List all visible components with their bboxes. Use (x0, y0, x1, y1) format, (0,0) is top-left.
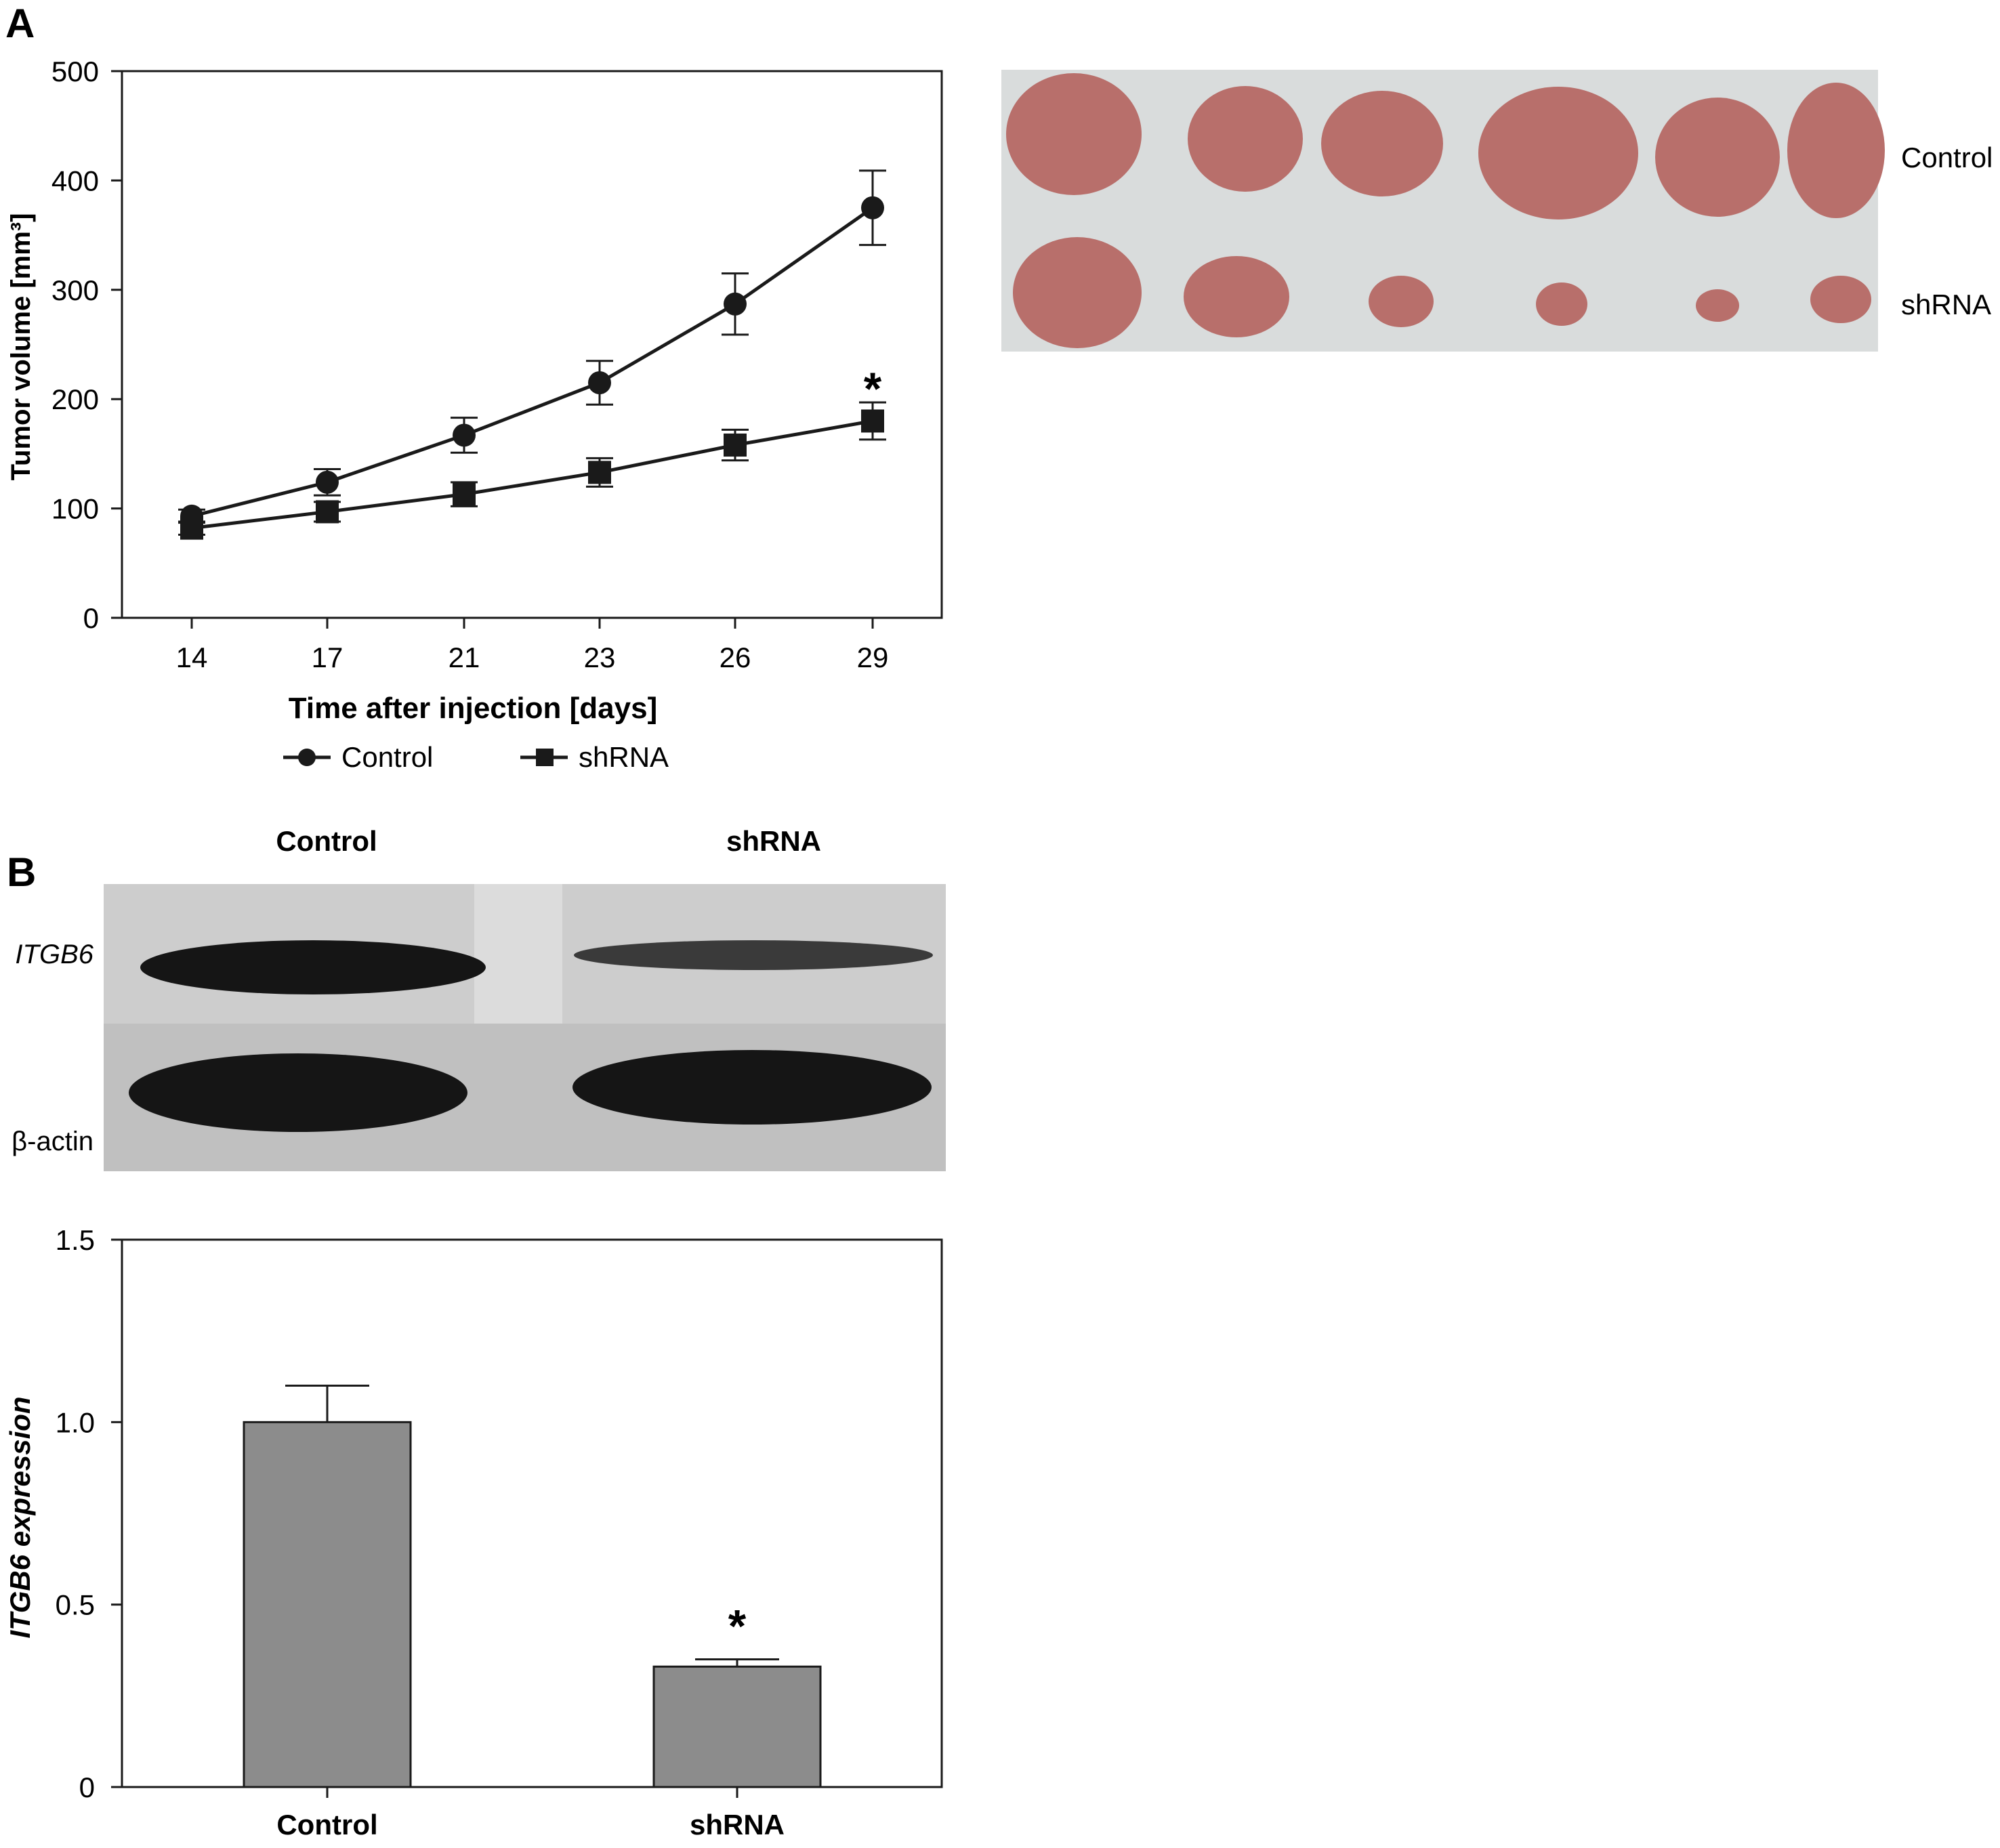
blot-band-label-actin: β-actin (12, 1127, 93, 1156)
line-x-tick-label: 17 (312, 642, 343, 673)
blot-band-label-itgb6: ITGB6 (15, 940, 93, 969)
bar-chart-frame (121, 1238, 943, 1788)
point-control (316, 470, 339, 494)
line-y-tick-label: 100 (51, 493, 99, 525)
photo-row-label-shrna: shRNA (1901, 289, 1991, 320)
point-shrna (180, 516, 203, 540)
line-chart-frame (121, 70, 943, 619)
line-x-tick-label: 21 (449, 642, 480, 673)
bar-y-tick-label: 1.0 (56, 1406, 95, 1438)
bar-y-axis-label: ITGB6 expression (4, 1396, 36, 1638)
bar-y-tick-label: 0.5 (56, 1589, 95, 1621)
tumor-control (1321, 91, 1443, 196)
tumor-shrna (1810, 276, 1871, 323)
line-x-axis-label: Time after injection [days] (289, 692, 657, 725)
tumor-control (1188, 86, 1303, 192)
bar-significance-star: * (728, 1600, 747, 1652)
bar-x-ticks: Control shRNA (276, 1787, 785, 1841)
point-control (724, 292, 747, 316)
actin-band-control (129, 1053, 467, 1132)
bar-shrna (652, 1665, 822, 1788)
tumor-shrna (1696, 289, 1739, 322)
point-shrna (724, 433, 747, 457)
panel-b-letter: B (7, 849, 36, 895)
line-y-tick-label: 400 (51, 165, 99, 196)
western-blot: ITGB6 β-actin (12, 884, 946, 1171)
bar-x-tick-label: Control (276, 1809, 377, 1841)
line-series (178, 169, 886, 540)
point-control (588, 371, 611, 394)
legend-shrna-label: shRNA (579, 741, 669, 773)
line-x-tick-label: 14 (176, 642, 208, 673)
blot-lane-label-control: Control (276, 825, 377, 857)
line-x-tick-label: 26 (720, 642, 751, 673)
legend-control-marker (298, 749, 316, 766)
tumor-shrna (1013, 237, 1142, 348)
line-y-tick-label: 300 (51, 274, 99, 306)
point-shrna (316, 500, 339, 524)
tumor-control (1655, 98, 1780, 217)
legend-control-label: Control (341, 741, 433, 773)
itgb6-band-control (140, 940, 486, 994)
line-y-tick-label: 200 (51, 383, 99, 415)
line-x-tick-label: 29 (857, 642, 889, 673)
tumor-specimens (1006, 73, 1885, 348)
photo-row-label-control: Control (1901, 142, 1993, 173)
tumor-shrna (1184, 256, 1289, 337)
tumor-photo: Control shRNA (1001, 70, 1993, 352)
actin-band-shrna (572, 1050, 932, 1125)
tumor-volume-chart: 0 100 200 300 400 500 14 17 21 23 26 29 Tumor volu… (6, 56, 943, 773)
legend-shrna-marker (536, 749, 554, 766)
tumor-shrna (1369, 276, 1434, 327)
tumor-control (1787, 83, 1885, 218)
bar-control (243, 1421, 412, 1788)
tumor-control (1478, 87, 1638, 219)
series-line-shrna (191, 419, 873, 530)
bar-y-tick-label: 0 (79, 1771, 95, 1803)
line-y-ticks: 0 100 200 300 400 500 (51, 56, 122, 634)
line-y-axis-label: Tumor volume [mm³] (6, 213, 36, 481)
series-line-control (191, 206, 874, 518)
blot-gap (474, 884, 562, 1024)
panel-a-letter: A (5, 1, 35, 46)
significance-star: * (864, 363, 882, 415)
bar-y-tick-label: 1.5 (56, 1224, 95, 1256)
tumor-control (1006, 73, 1142, 195)
bar-x-tick-label: shRNA (690, 1809, 785, 1841)
point-control (453, 423, 476, 447)
line-legend: Control shRNA (283, 741, 669, 773)
point-shrna (588, 461, 611, 484)
point-shrna (861, 409, 884, 433)
itgb6-band-shrna (574, 940, 933, 970)
line-x-ticks: 14 17 21 23 26 29 (176, 618, 889, 673)
point-control (861, 196, 884, 219)
line-y-tick-label: 500 (51, 56, 99, 87)
bar-series (243, 1384, 822, 1788)
itgb6-expression-chart: 0 0.5 1.0 1.5 Control shRNA ITGB6 expression… (4, 1224, 943, 1841)
blot-lane-label-shrna: shRNA (726, 825, 821, 857)
bar-y-ticks: 0 0.5 1.0 1.5 (56, 1224, 122, 1803)
point-shrna (453, 482, 476, 506)
line-x-tick-label: 23 (584, 642, 616, 673)
tumor-shrna (1536, 282, 1587, 326)
line-y-tick-label: 0 (83, 602, 99, 634)
